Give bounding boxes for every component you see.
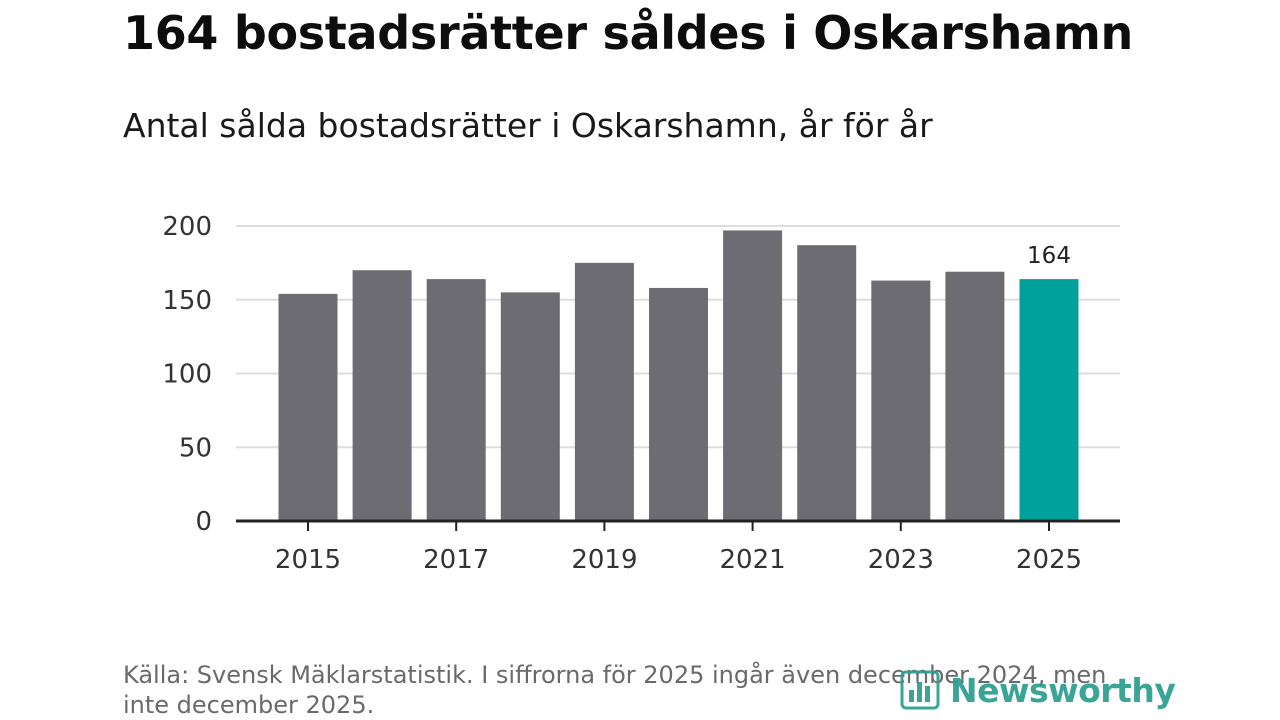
brand-logo: Newsworthy (900, 670, 1176, 710)
bar (945, 271, 1005, 521)
chart-subtitle: Antal sålda bostadsrätter i Oskarshamn, … (123, 106, 933, 145)
y-tick-label: 200 (162, 212, 212, 242)
bar (1019, 279, 1079, 521)
bar (426, 279, 486, 521)
chart-title: 164 bostadsrätter såldes i Oskarshamn (123, 6, 1133, 60)
y-tick-label: 100 (162, 360, 212, 390)
brand-name: Newsworthy (950, 670, 1176, 710)
x-tick-label: 2023 (868, 545, 934, 575)
x-tick-label: 2025 (1016, 545, 1082, 575)
bar (352, 270, 412, 521)
y-tick-label: 150 (162, 286, 212, 316)
bar-chart-logo-icon (900, 670, 940, 710)
bar (871, 280, 931, 521)
source-note: Källa: Svensk Mäklarstatistik. I siffror… (123, 661, 1107, 719)
bar (574, 262, 634, 521)
y-tick-label: 0 (195, 507, 212, 537)
x-tick-label: 2017 (423, 545, 489, 575)
x-tick-label: 2015 (275, 545, 341, 575)
bar (723, 230, 783, 522)
bar (797, 245, 857, 522)
bar-chart: 0 50 100 150 200 164 2015 2017 2019 2021 2023 2025 (162, 212, 1120, 575)
data-label: 164 (1027, 243, 1071, 269)
y-tick-label: 50 (179, 433, 212, 463)
x-tick-label: 2019 (571, 545, 637, 575)
bar (500, 292, 560, 521)
bar (649, 287, 708, 521)
x-tick-label: 2021 (720, 545, 786, 575)
bar (278, 293, 338, 521)
